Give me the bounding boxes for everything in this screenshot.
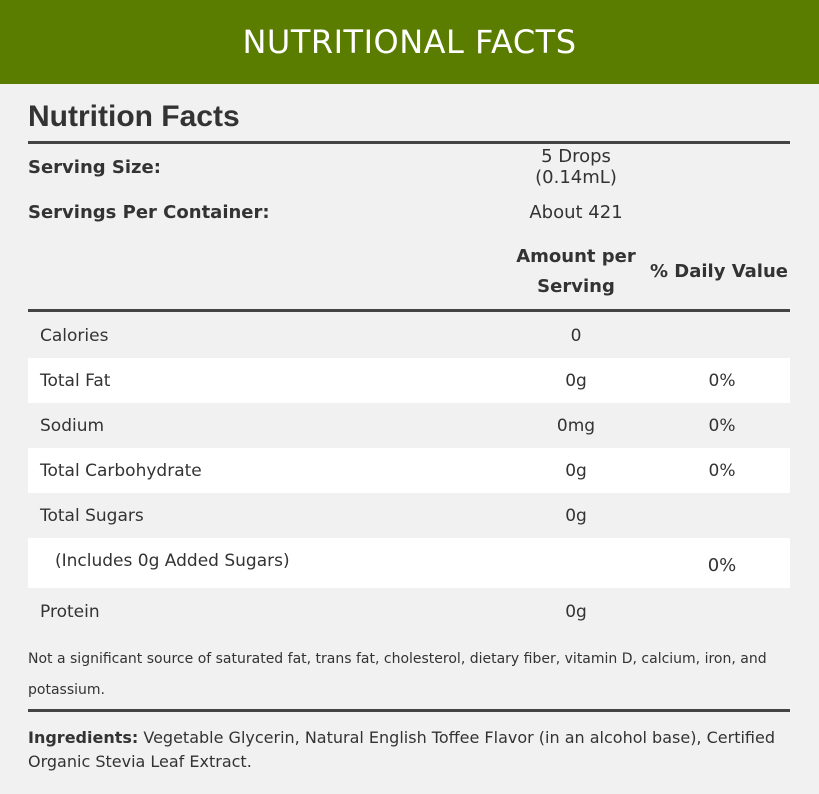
table-row: Total Carbohydrate 0g 0% <box>28 448 790 493</box>
serving-size-label: Serving Size: <box>28 156 161 178</box>
nutrient-name: Protein <box>40 601 100 622</box>
nutrient-amount: 0g <box>565 370 587 391</box>
table-row: Calories 0 <box>28 313 790 358</box>
servings-per-container-row: Servings Per Container: About 421 <box>28 197 790 227</box>
nutrient-name: Total Fat <box>40 370 111 391</box>
nutrient-amount: 0g <box>565 601 587 622</box>
daily-value-header: % Daily Value <box>649 261 788 282</box>
footnote: Not a significant source of saturated fa… <box>28 651 767 698</box>
table-row: Total Sugars 0g <box>28 493 790 538</box>
serving-size-row: Serving Size: 5 Drops (0.14mL) <box>28 146 790 188</box>
amount-header-line1: Amount per <box>516 246 636 267</box>
table-row: (Includes 0g Added Sugars) 0% <box>28 538 790 588</box>
servings-per-container-value: About 421 <box>529 201 623 223</box>
divider-top <box>28 141 790 144</box>
servings-per-container-label: Servings Per Container: <box>28 201 270 223</box>
nutrient-daily-value: 0% <box>708 415 736 436</box>
nutrient-amount: 0g <box>565 505 587 526</box>
ingredients-label: Ingredients: <box>28 728 139 747</box>
table-row: Protein 0g <box>28 589 790 634</box>
banner-title: NUTRITIONAL FACTS <box>242 23 577 61</box>
ingredients-text: Vegetable Glycerin, Natural English Toff… <box>28 728 775 771</box>
table-row: Sodium 0mg 0% <box>28 403 790 448</box>
panel-title: Nutrition Facts <box>28 100 240 133</box>
divider-bottom <box>28 709 790 712</box>
nutrient-daily-value: 0% <box>708 460 736 481</box>
amount-header-line2: Serving <box>537 276 615 297</box>
ingredients: Ingredients: Vegetable Glycerin, Natural… <box>28 726 790 774</box>
nutrient-name: Total Sugars <box>40 505 144 526</box>
nutrient-daily-value: 0% <box>708 370 736 391</box>
table-row: Total Fat 0g 0% <box>28 358 790 403</box>
nutrient-name: Total Carbohydrate <box>40 460 202 481</box>
nutrient-amount: 0 <box>570 325 582 346</box>
page-banner: NUTRITIONAL FACTS <box>0 0 819 84</box>
nutrient-name: Calories <box>40 325 109 346</box>
serving-size-value: 5 Drops (0.14mL) <box>535 146 617 188</box>
divider-header <box>28 309 790 312</box>
nutrient-amount: 0mg <box>556 415 596 436</box>
nutrient-amount: 0g <box>565 460 587 481</box>
nutrient-name: Sodium <box>40 415 105 436</box>
nutrient-daily-value: 0% <box>707 554 737 576</box>
nutrient-name: (Includes 0g Added Sugars) <box>55 551 290 571</box>
amount-per-serving-header: Amount per Serving <box>498 242 654 302</box>
